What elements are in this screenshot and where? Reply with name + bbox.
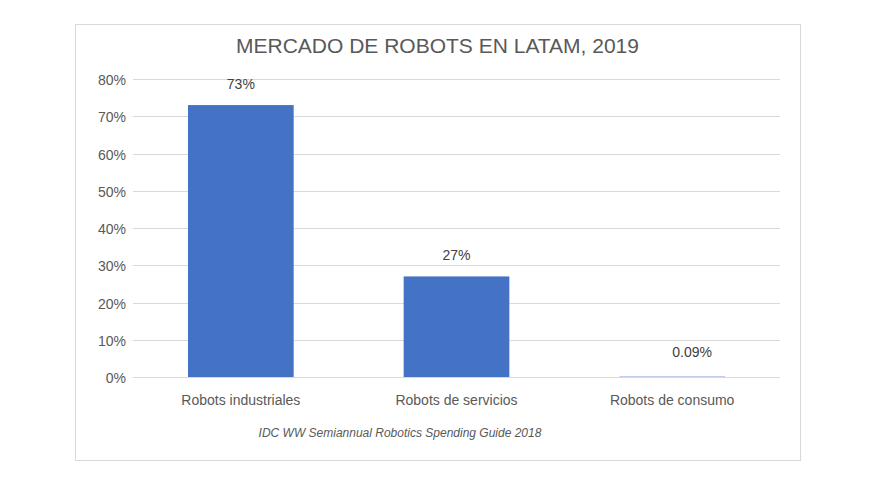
bars [188, 105, 725, 377]
chart-title: MERCADO DE ROBOTS EN LATAM, 2019 [236, 34, 639, 57]
grid-line [133, 377, 780, 378]
y-tick-label: 60% [98, 147, 126, 163]
x-axis-line [133, 377, 780, 378]
y-tick-label: 10% [98, 333, 126, 349]
chart-svg: MERCADO DE ROBOTS EN LATAM, 2019 0% 10% 20%… [0, 0, 880, 495]
y-tick-label: 50% [98, 184, 126, 200]
x-tick-label: Robots industriales [181, 392, 300, 408]
y-tick-label: 80% [98, 72, 126, 88]
x-tick-label: Robots de consumo [610, 392, 735, 408]
data-label: 27% [442, 247, 470, 263]
y-tick-label: 30% [98, 258, 126, 274]
y-tick-label: 0% [106, 370, 126, 386]
chart-container: MERCADO DE ROBOTS EN LATAM, 2019 0% 10% 20%… [0, 0, 880, 495]
bar [188, 105, 294, 377]
y-tick-label: 20% [98, 296, 126, 312]
chart-frame [76, 25, 801, 461]
y-tick-label: 70% [98, 109, 126, 125]
bar [619, 376, 725, 377]
data-label: 0.09% [672, 344, 712, 360]
x-tick-label: Robots de servicios [395, 392, 517, 408]
source-note: IDC WW Semiannual Robotics Spending Guid… [259, 426, 542, 440]
bar [404, 276, 510, 377]
y-tick-label: 40% [98, 221, 126, 237]
data-label: 73% [227, 76, 255, 92]
